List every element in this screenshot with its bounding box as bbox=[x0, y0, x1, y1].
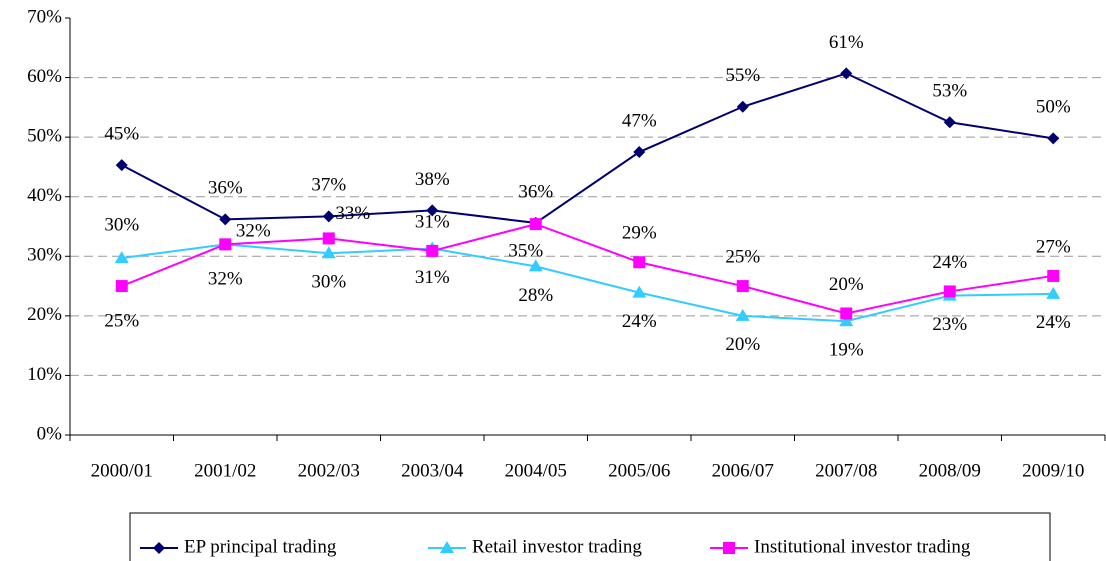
data-label: 53% bbox=[932, 81, 967, 102]
data-label: 20% bbox=[725, 334, 760, 355]
marker bbox=[840, 67, 853, 80]
data-label: 23% bbox=[932, 314, 967, 335]
marker bbox=[426, 204, 439, 217]
marker bbox=[153, 542, 165, 554]
y-tick-label: 0% bbox=[37, 423, 63, 444]
data-label: 25% bbox=[104, 310, 139, 331]
data-label: 36% bbox=[208, 178, 243, 199]
marker bbox=[528, 259, 543, 272]
marker bbox=[322, 210, 335, 223]
marker bbox=[633, 256, 646, 269]
marker bbox=[633, 146, 646, 159]
marker bbox=[1046, 286, 1061, 299]
data-label: 29% bbox=[622, 223, 657, 244]
marker bbox=[723, 542, 735, 554]
legend-label: Retail investor trading bbox=[472, 536, 642, 557]
y-tick-label: 20% bbox=[27, 304, 62, 325]
x-tick-label: 2003/04 bbox=[401, 460, 464, 481]
marker bbox=[632, 285, 647, 298]
y-tick-label: 10% bbox=[27, 364, 62, 385]
data-label: 35% bbox=[508, 240, 543, 261]
marker bbox=[529, 218, 542, 231]
y-tick-label: 40% bbox=[27, 185, 62, 206]
y-tick-label: 30% bbox=[27, 245, 62, 266]
marker bbox=[440, 541, 454, 553]
data-label: 38% bbox=[415, 169, 450, 190]
legend-label: Institutional investor trading bbox=[754, 536, 971, 557]
data-label: 28% bbox=[518, 285, 553, 306]
marker bbox=[322, 232, 335, 245]
marker bbox=[839, 314, 854, 327]
x-tick-label: 2009/10 bbox=[1022, 460, 1084, 481]
y-tick-label: 50% bbox=[27, 126, 62, 147]
marker bbox=[735, 308, 750, 321]
series-line bbox=[121, 243, 1054, 323]
data-label: 33% bbox=[335, 203, 370, 224]
data-label: 31% bbox=[415, 267, 450, 288]
legend-box bbox=[129, 512, 1051, 561]
y-tick-label: 60% bbox=[27, 66, 62, 87]
x-tick-label: 2004/05 bbox=[505, 460, 567, 481]
data-label: 55% bbox=[725, 65, 760, 86]
data-label: 25% bbox=[725, 246, 760, 267]
y-tick-label: 70% bbox=[27, 6, 62, 27]
marker bbox=[321, 246, 336, 259]
data-label: 47% bbox=[622, 110, 657, 131]
x-tick-label: 2005/06 bbox=[608, 460, 670, 481]
data-label: 50% bbox=[1036, 97, 1071, 118]
data-label: 31% bbox=[415, 211, 450, 232]
x-tick-label: 2001/02 bbox=[194, 460, 256, 481]
legend-label: EP principal trading bbox=[184, 536, 337, 557]
data-label: 61% bbox=[829, 32, 864, 53]
marker bbox=[1047, 269, 1060, 282]
marker bbox=[1047, 132, 1060, 145]
data-label: 20% bbox=[829, 274, 864, 295]
x-tick-label: 2007/08 bbox=[815, 460, 877, 481]
series-line bbox=[121, 72, 1054, 224]
marker bbox=[736, 100, 749, 113]
marker bbox=[736, 280, 749, 293]
data-label: 45% bbox=[104, 124, 139, 145]
data-label: 32% bbox=[208, 269, 243, 290]
x-tick-label: 2008/09 bbox=[919, 460, 981, 481]
x-tick-label: 2006/07 bbox=[712, 460, 774, 481]
data-label: 24% bbox=[622, 311, 657, 332]
marker bbox=[219, 213, 232, 226]
data-label: 30% bbox=[104, 214, 139, 235]
data-label: 32% bbox=[236, 221, 271, 242]
legend: EP principal trading Retail investor trad… bbox=[129, 512, 1051, 561]
data-label: 24% bbox=[1036, 312, 1071, 333]
data-label: 36% bbox=[518, 181, 553, 202]
data-label: 19% bbox=[829, 340, 864, 361]
marker bbox=[115, 280, 128, 293]
marker bbox=[840, 307, 853, 320]
series-line bbox=[121, 223, 1054, 315]
marker bbox=[943, 116, 956, 129]
x-tick-label: 2002/03 bbox=[298, 460, 360, 481]
x-tick-label: 2000/01 bbox=[91, 460, 153, 481]
marker bbox=[114, 251, 129, 264]
marker bbox=[219, 238, 232, 251]
marker bbox=[943, 285, 956, 298]
data-label: 30% bbox=[311, 272, 346, 293]
marker bbox=[115, 159, 128, 172]
data-label: 27% bbox=[1036, 236, 1071, 257]
data-label: 37% bbox=[311, 175, 346, 196]
data-label: 24% bbox=[932, 252, 967, 273]
marker bbox=[426, 244, 439, 257]
